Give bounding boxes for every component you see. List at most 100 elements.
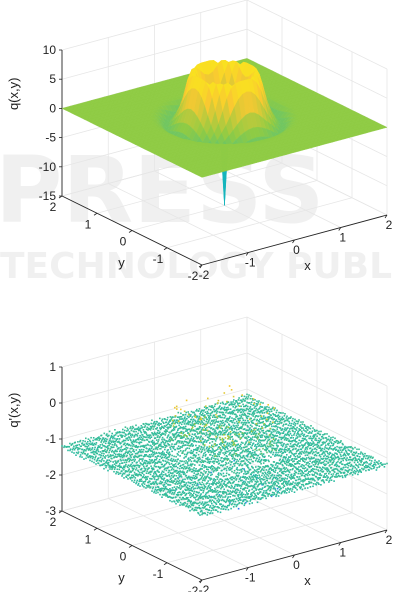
scatter-point xyxy=(291,449,294,451)
scatter-point xyxy=(281,445,284,448)
scatter-point xyxy=(355,463,357,466)
scatter-point xyxy=(85,442,88,445)
scatter-point xyxy=(147,434,150,437)
scatter-point xyxy=(258,400,260,402)
scatter-point xyxy=(362,456,365,458)
scatter-point xyxy=(166,440,169,443)
scatter-point xyxy=(303,444,305,446)
scatter-point xyxy=(126,447,129,449)
scatter-point xyxy=(166,416,169,419)
scatter-point xyxy=(278,454,280,457)
scatter-point xyxy=(293,434,295,436)
scatter-point xyxy=(243,400,246,402)
scatter-point xyxy=(180,416,183,418)
scatter-point xyxy=(199,432,201,434)
scatter-point xyxy=(196,431,198,433)
scatter-point xyxy=(266,445,269,447)
scatter-point xyxy=(174,438,177,441)
scatter-point xyxy=(166,449,169,452)
scatter-point xyxy=(169,446,171,449)
scatter-point xyxy=(153,437,156,439)
scatter-point xyxy=(232,395,235,398)
scatter-point xyxy=(177,427,180,430)
scatter-point xyxy=(162,426,164,429)
scatter-point xyxy=(167,435,169,437)
scatter-point xyxy=(210,406,213,408)
scatter-point xyxy=(246,398,249,400)
scatter-point xyxy=(271,449,274,451)
scatter-point xyxy=(299,429,301,432)
scatter-point xyxy=(354,446,356,449)
scatter-point xyxy=(283,449,285,451)
scatter-point xyxy=(85,437,87,440)
scatter-point xyxy=(202,417,204,420)
scatter-point xyxy=(342,454,344,457)
scatter-point xyxy=(166,436,169,439)
scatter-point xyxy=(150,422,152,425)
scatter-point xyxy=(329,451,331,454)
scatter-point xyxy=(337,460,339,463)
scatter-point xyxy=(210,458,213,460)
scatter-point xyxy=(203,447,205,449)
scatter-point xyxy=(215,449,218,451)
scatter-point xyxy=(299,448,302,451)
scatter-point xyxy=(288,459,291,461)
scatter-point xyxy=(201,456,204,459)
scatter-point xyxy=(191,433,194,435)
scatter-point xyxy=(378,460,380,462)
scatter-point xyxy=(190,410,193,413)
scatter-point xyxy=(243,412,246,415)
scatter-point xyxy=(295,452,297,455)
scatter-point xyxy=(260,401,262,404)
grid-line xyxy=(61,352,388,423)
scatter-point xyxy=(212,428,214,431)
scatter-point xyxy=(131,427,133,430)
scatter-point xyxy=(151,432,153,434)
scatter-point xyxy=(82,444,84,446)
scatter-point xyxy=(155,439,158,441)
scatter-point xyxy=(92,444,94,446)
scatter-point xyxy=(247,420,249,422)
scatter-point xyxy=(103,450,106,452)
z-tick-label: -10 xyxy=(39,160,57,174)
scatter-point xyxy=(112,440,114,442)
scatter-point xyxy=(110,446,112,448)
scatter-point xyxy=(99,451,102,453)
scatter-point xyxy=(87,438,90,440)
scatter-point xyxy=(235,424,237,427)
scatter-point xyxy=(252,436,254,438)
scatter-point xyxy=(220,432,222,434)
scatter-point xyxy=(233,452,236,454)
scatter-point xyxy=(238,397,240,399)
scatter-point xyxy=(199,436,202,439)
scatter-point xyxy=(324,457,327,460)
scatter-point xyxy=(241,457,244,459)
scatter-point xyxy=(229,438,232,440)
scatter-point xyxy=(294,455,297,458)
scatter-point xyxy=(202,432,205,435)
scatter-point xyxy=(244,423,247,426)
x-tick xyxy=(384,214,388,219)
scatter-point xyxy=(277,426,279,428)
scatter-point xyxy=(193,423,196,425)
scatter-point xyxy=(259,418,261,421)
scatter-point xyxy=(295,450,298,453)
scatter-point xyxy=(252,449,254,452)
scatter-point xyxy=(223,417,225,419)
scatter-point xyxy=(99,444,102,446)
scatter-point xyxy=(236,428,238,431)
scatter-point xyxy=(159,428,162,431)
scatter-point xyxy=(137,429,140,432)
scatter-point xyxy=(258,458,260,461)
scatter-point xyxy=(157,446,159,448)
scatter-point xyxy=(215,438,218,440)
scatter-point xyxy=(134,445,136,448)
scatter-point xyxy=(228,385,231,387)
scatter-point xyxy=(225,410,228,412)
scatter-point xyxy=(189,439,191,441)
scatter-point xyxy=(241,401,243,403)
y-axis-title: y xyxy=(118,255,125,270)
scatter-point xyxy=(175,419,178,422)
scatter-point xyxy=(222,424,225,427)
scatter-point xyxy=(291,434,293,437)
